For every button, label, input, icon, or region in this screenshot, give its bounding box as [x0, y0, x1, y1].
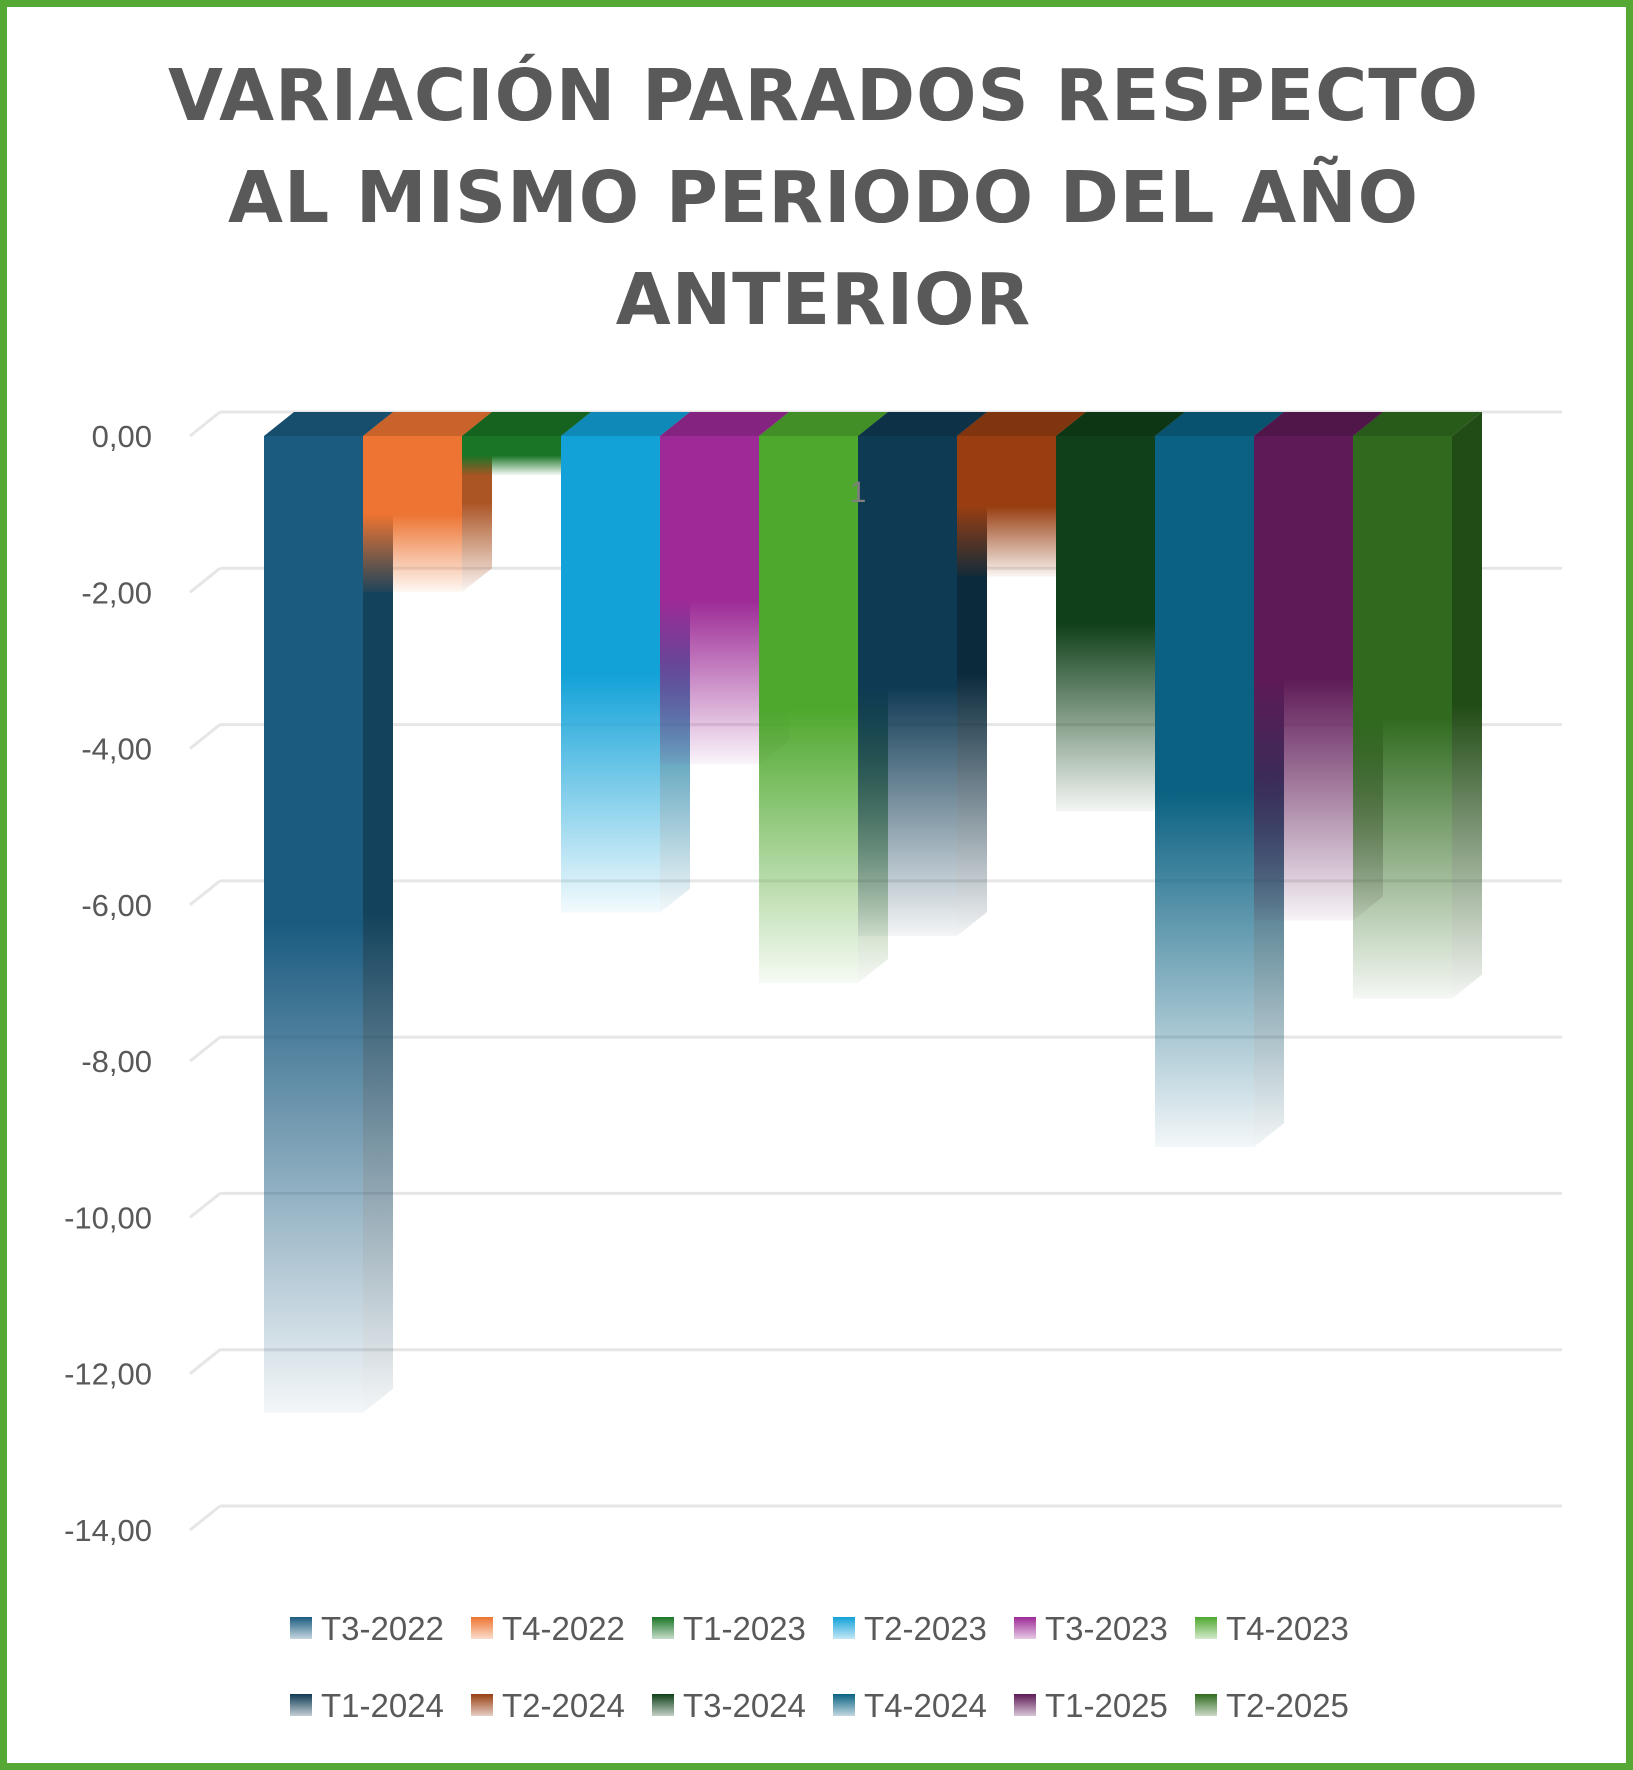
bar-top — [759, 412, 888, 436]
legend-swatch — [652, 1617, 674, 1639]
legend-swatch — [1195, 1617, 1217, 1639]
bar-front — [561, 436, 660, 913]
legend-label: T3-2023 — [1045, 1610, 1168, 1647]
bar-top — [264, 412, 393, 436]
chart-title-line-1: VARIACIÓN PARADOS RESPECTO — [167, 54, 1480, 137]
legend-swatch — [290, 1694, 312, 1716]
legend-label: T4-2022 — [502, 1610, 625, 1647]
legend-label: T1-2024 — [321, 1687, 444, 1724]
bar-front — [1056, 436, 1155, 812]
legend-label: T2-2024 — [502, 1687, 625, 1724]
legend-label: T4-2023 — [1226, 1610, 1349, 1647]
bar-top — [1254, 412, 1383, 436]
legend-item-t4-2022: T4-2022 — [471, 1610, 625, 1647]
y-tick-label: -10,00 — [64, 1200, 152, 1235]
legend: T3-2022 T4-2022 T1-2023 T2-2023 T3-2023 T4-20… — [290, 1610, 1349, 1724]
legend-item-t2-2025: T2-2025 — [1195, 1687, 1349, 1724]
legend-label: T2-2025 — [1226, 1687, 1349, 1724]
gridline-stub — [189, 1192, 221, 1219]
y-tick-label: -14,00 — [64, 1513, 152, 1548]
legend-item-t1-2025: T1-2025 — [1014, 1687, 1168, 1724]
y-tick-label: -2,00 — [81, 575, 152, 610]
gridline-stub — [189, 879, 221, 907]
legend-swatch — [1014, 1694, 1036, 1716]
legend-swatch — [290, 1617, 312, 1639]
legend-item-t3-2024: T3-2024 — [652, 1687, 806, 1724]
bar-front — [264, 436, 363, 1413]
y-axis-tick-labels: 0,00 -2,00 -4,00 -6,00 -8,00 -10,00 -12,00 -14,… — [64, 419, 152, 1548]
chart-title-line-2: AL MISMO PERIODO DEL AÑO — [228, 156, 1419, 239]
bar-top — [462, 412, 591, 436]
bar-front — [957, 436, 1056, 577]
legend-swatch — [833, 1617, 855, 1639]
legend-item-t3-2022: T3-2022 — [290, 1610, 444, 1647]
legend-swatch — [1014, 1617, 1036, 1639]
y-tick-label: -6,00 — [81, 888, 152, 923]
chart-title: VARIACIÓN PARADOS RESPECTO AL MISMO PERI… — [7, 45, 1633, 351]
legend-swatch — [471, 1617, 493, 1639]
legend-item-t4-2023: T4-2023 — [1195, 1610, 1349, 1647]
bar-front — [1254, 436, 1353, 921]
bar-top — [561, 412, 690, 436]
gridline-stub — [189, 723, 221, 750]
bar-top — [1155, 412, 1284, 436]
bar-front — [462, 436, 561, 476]
legend-label: T1-2023 — [683, 1610, 806, 1647]
bar-t2-2025 — [1353, 412, 1482, 999]
y-tick-label: -12,00 — [64, 1357, 152, 1392]
legend-label: T1-2025 — [1045, 1687, 1168, 1724]
legend-swatch — [652, 1694, 674, 1716]
legend-swatch — [833, 1694, 855, 1716]
legend-item-t2-2024: T2-2024 — [471, 1687, 625, 1724]
legend-item-t1-2023: T1-2023 — [652, 1610, 806, 1647]
legend-item-t3-2023: T3-2023 — [1014, 1610, 1168, 1647]
bar-top — [1353, 412, 1482, 436]
legend-label: T4-2024 — [864, 1687, 987, 1724]
gridline-stub — [189, 1348, 221, 1375]
legend-label: T3-2022 — [321, 1610, 444, 1647]
bar-side — [1452, 412, 1482, 999]
legend-item-t4-2024: T4-2024 — [833, 1687, 987, 1724]
bar-top — [363, 412, 492, 436]
legend-swatch — [471, 1694, 493, 1716]
category-labels: 1 — [850, 476, 867, 509]
y-tick-label: 0,00 — [92, 419, 152, 454]
bar-t3-2024 — [1056, 412, 1185, 812]
gridline-stub — [189, 410, 221, 438]
bar-front — [1353, 436, 1452, 999]
bars — [264, 412, 1482, 1413]
chart-title-line-3: ANTERIOR — [615, 258, 1032, 341]
legend-label: T2-2023 — [864, 1610, 987, 1647]
legend-item-t2-2023: T2-2023 — [833, 1610, 987, 1647]
bar-front — [660, 436, 759, 765]
legend-swatch — [1195, 1694, 1217, 1716]
y-tick-label: -4,00 — [81, 732, 152, 767]
bar-front — [759, 436, 858, 983]
legend-item-t1-2024: T1-2024 — [290, 1687, 444, 1724]
bar-top — [660, 412, 789, 436]
x-category-label: 1 — [850, 476, 867, 509]
bar-top — [858, 412, 987, 436]
bar-t1-2024 — [858, 412, 987, 937]
legend-label: T3-2024 — [683, 1687, 806, 1724]
y-tick-label: -8,00 — [81, 1044, 152, 1079]
gridline-stub — [189, 1035, 221, 1063]
gridline-stub — [189, 567, 221, 594]
bar-side — [363, 412, 393, 1413]
bar-front — [858, 436, 957, 937]
bar-front — [1155, 436, 1254, 1148]
bar-front — [363, 436, 462, 593]
gridline-stub — [189, 1504, 221, 1532]
bar-top — [957, 412, 1086, 436]
bar-top — [1056, 412, 1185, 436]
bar-t3-2022 — [264, 412, 393, 1413]
